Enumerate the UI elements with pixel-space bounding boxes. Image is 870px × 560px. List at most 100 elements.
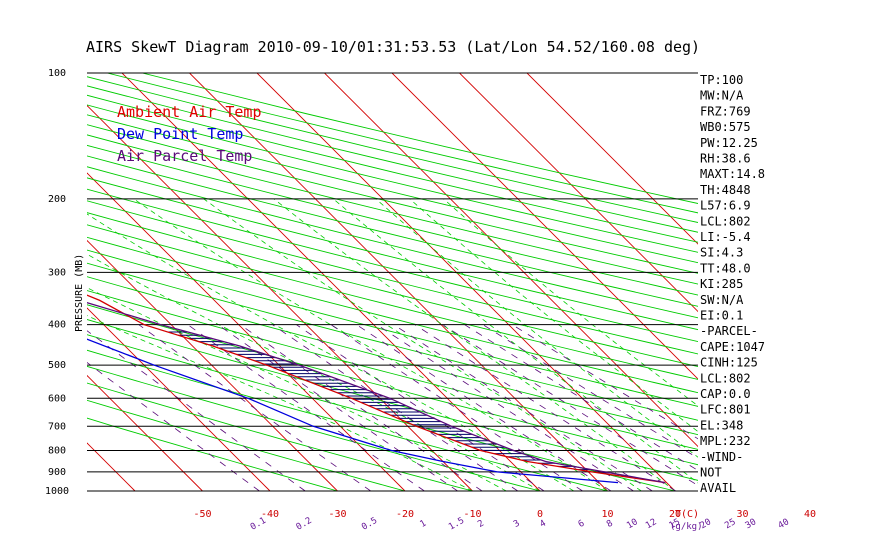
- stability-index: LI:-5.4: [700, 230, 751, 244]
- stability-index: LFC:801: [700, 403, 751, 417]
- isotherm-line: [87, 442, 136, 492]
- stability-index: MPL:232: [700, 434, 751, 448]
- parcel-temp-line: [87, 301, 666, 484]
- dry-adiabat-line: [87, 417, 338, 492]
- isotherm-line: [87, 172, 406, 492]
- stability-index: WB0:575: [700, 120, 751, 134]
- pressure-tick-label: 700: [48, 421, 66, 432]
- mixing-ratio-line: [414, 324, 677, 492]
- dry-adiabat-line: [87, 262, 698, 421]
- dry-adiabat-line: [87, 382, 473, 492]
- mixing-ratio-tick-label: 25: [723, 517, 737, 531]
- mixing-ratio-tick-label: 10: [625, 517, 639, 531]
- dry-adiabat-line: [87, 334, 676, 492]
- bottom-temp-tick-label: 0: [537, 509, 543, 520]
- dry-adiabat-line: [87, 134, 698, 285]
- dry-adiabat-line: [87, 319, 698, 481]
- y-axis-label: PRESSURE (MB): [74, 254, 85, 332]
- dry-adiabat-line: [87, 399, 406, 492]
- bottom-temp-tick-label: -30: [328, 509, 346, 520]
- stability-index: TP:100: [700, 73, 743, 87]
- stability-index: FRZ:769: [700, 104, 751, 118]
- dry-adiabat-line: [87, 236, 698, 394]
- isotherm-line: [256, 73, 676, 492]
- dry-adiabat-line: [87, 144, 698, 296]
- mixing-ratio-tick-label: 12: [644, 517, 658, 531]
- bottom-temp-tick-label: 30: [736, 509, 748, 520]
- pressure-tick-label: 600: [48, 393, 66, 404]
- dry-adiabat-line: [87, 276, 698, 436]
- stability-index: TT:48.0: [700, 261, 751, 275]
- x-axis-unit-label: T(C): [675, 509, 699, 520]
- mixing-ratio-line: [239, 324, 483, 492]
- bottom-temp-tick-label: 10: [601, 509, 613, 520]
- stability-index: MAXT:14.8: [700, 167, 765, 181]
- stability-index: PW:12.25: [700, 136, 758, 150]
- dry-adiabat-line: [87, 304, 698, 466]
- dry-adiabat-line: [87, 212, 698, 368]
- isotherm-line: [87, 374, 203, 492]
- dry-adiabat-line: [87, 104, 698, 253]
- mixing-ratio-tick-label: 2: [476, 519, 486, 530]
- chart-title: AIRS SkewT Diagram 2010-09-10/01:31:53.5…: [86, 38, 700, 56]
- stability-index: LCL:802: [700, 371, 751, 385]
- mixing-ratio-tick-label: 40: [777, 517, 791, 531]
- mixing-ratio-line: [272, 324, 519, 492]
- bottom-temp-tick-label: -10: [463, 509, 481, 520]
- stability-index: KI:285: [700, 277, 743, 291]
- stability-index: L57:6.9: [700, 199, 751, 213]
- pressure-tick-label: 1000: [45, 486, 69, 497]
- mixing-ratio-tick-label: 30: [744, 517, 758, 531]
- mixing-ratio-line: [87, 361, 260, 492]
- pressure-tick-label: 200: [48, 194, 66, 205]
- mixing-ratio-line: [376, 324, 634, 492]
- dry-adiabat-line: [87, 155, 698, 307]
- dry-adiabat-line: [87, 200, 698, 355]
- isotherm-line: [87, 239, 338, 492]
- bottom-temp-tick-label: -50: [193, 509, 211, 520]
- stability-index: CINH:125: [700, 356, 758, 370]
- mixing-ratio-tick-label: 15: [668, 517, 682, 531]
- stability-index: SI:4.3: [700, 246, 743, 260]
- mixing-ratio-tick-label: 0.5: [360, 516, 379, 533]
- mixing-ratio-tick-label: 1: [419, 519, 429, 530]
- dry-adiabat-line: [87, 365, 541, 492]
- bottom-temp-tick-label: 20: [669, 509, 681, 520]
- isotherm-line: [121, 73, 541, 492]
- stability-index: NOT: [700, 466, 722, 480]
- stability-index: CAP:0.0: [700, 387, 751, 401]
- stability-index: TH:4848: [700, 183, 751, 197]
- dry-adiabat-line: [87, 177, 698, 331]
- stability-index: MW:N/A: [700, 89, 744, 103]
- pressure-tick-label: 100: [48, 68, 66, 79]
- mixing-ratio-tick-label: 6: [577, 519, 587, 530]
- stability-index: EI:0.1: [700, 309, 743, 323]
- dry-adiabat-line: [87, 124, 698, 274]
- stability-index: AVAIL: [700, 481, 736, 495]
- moist-adiabat-line: [87, 253, 541, 492]
- stability-index: EL:348: [700, 418, 743, 432]
- moist-adiabat-line: [87, 287, 507, 492]
- stability-index: LCL:802: [700, 214, 751, 228]
- bottom-temp-tick-label: 40: [804, 509, 816, 520]
- dry-adiabat-line: [87, 188, 698, 343]
- pressure-tick-label: 500: [48, 360, 66, 371]
- isotherm-line: [324, 73, 698, 448]
- ambient-temp-line: [87, 294, 666, 484]
- isotherm-line: [459, 73, 698, 313]
- mixing-ratio-tick-label: 8: [605, 519, 615, 530]
- bottom-temp-tick-label: -40: [261, 509, 279, 520]
- dry-adiabat-line: [87, 224, 698, 380]
- pressure-tick-label: 400: [48, 320, 66, 331]
- pressure-tick-label: 300: [48, 267, 66, 278]
- isotherm-line: [87, 307, 271, 492]
- legend-item: Air Parcel Temp: [117, 147, 252, 165]
- legend-item: Ambient Air Temp: [117, 103, 262, 121]
- dry-adiabat-line: [87, 114, 698, 264]
- mixing-ratio-unit-label: (g/kg): [670, 522, 703, 532]
- dry-adiabat-line: [87, 166, 698, 319]
- legend-item: Dew Point Temp: [117, 125, 243, 143]
- stability-index: SW:N/A: [700, 293, 744, 307]
- isotherm-line: [526, 73, 698, 245]
